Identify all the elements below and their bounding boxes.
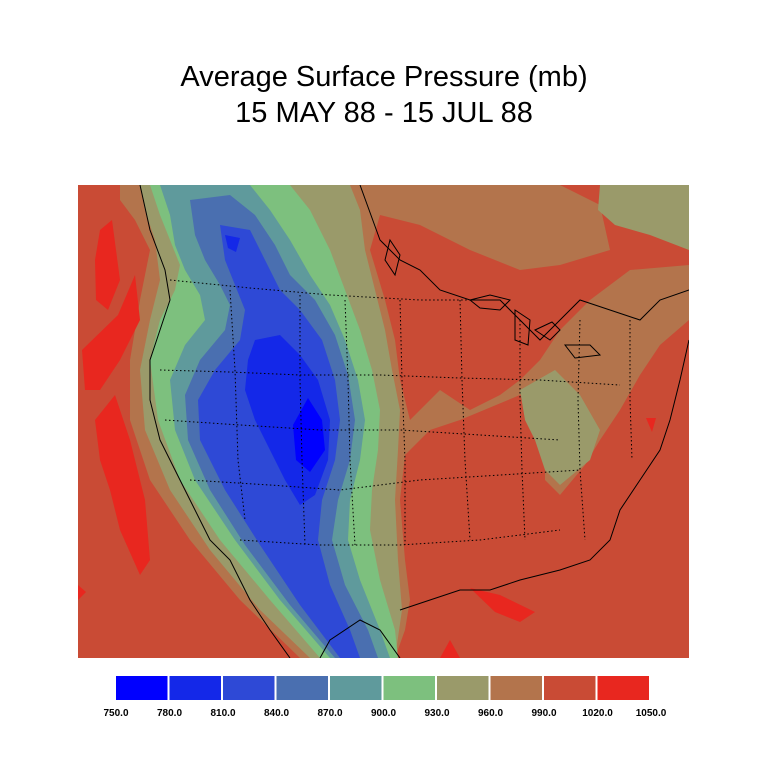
legend-tick-label: 840.0	[264, 708, 289, 719]
legend-tick-label: 900.0	[371, 708, 396, 719]
legend-tick-label: 930.0	[424, 708, 449, 719]
legend-tick-label: 1020.0	[582, 708, 613, 719]
legend-tick-label: 750.0	[103, 708, 128, 719]
field-1020-1050-east	[646, 418, 656, 432]
legend-tick-label: 960.0	[478, 708, 503, 719]
field-1020-1050-west	[95, 220, 120, 310]
field-780-810-small	[225, 235, 240, 252]
field-930-960-ne	[598, 185, 689, 250]
legend-swatch-9	[597, 676, 649, 700]
title-line-1: Average Surface Pressure (mb)	[180, 61, 588, 93]
pressure-map	[78, 185, 689, 658]
legend-swatch-0	[116, 676, 168, 700]
legend-swatch-8	[544, 676, 596, 700]
legend-swatch-6	[437, 676, 489, 700]
legend-tick-label: 780.0	[157, 708, 182, 719]
legend-tick-label: 990.0	[531, 708, 556, 719]
field-1020-1050-sw	[95, 395, 150, 575]
field-750-780	[293, 398, 325, 472]
field-1020-1050-edge	[78, 585, 86, 600]
field-1020-1050-gulf	[470, 588, 535, 622]
field-1020-1050-bottom	[440, 640, 460, 658]
state-borders	[159, 279, 633, 546]
legend-swatch-2	[223, 676, 275, 700]
great-lakes	[384, 238, 602, 359]
title-line-2: 15 MAY 88 - 15 JUL 88	[235, 97, 533, 129]
legend-tick-label: 1050.0	[636, 708, 667, 719]
coastlines	[139, 185, 689, 658]
field-1020-1050-west2	[82, 275, 140, 390]
legend-swatch-7	[490, 676, 542, 700]
legend-swatch-4	[330, 676, 382, 700]
legend-tick-label: 810.0	[210, 708, 235, 719]
legend-swatch-3	[276, 676, 328, 700]
legend-tick-label: 870.0	[317, 708, 342, 719]
legend-swatch-5	[383, 676, 435, 700]
legend-swatch-1	[169, 676, 221, 700]
